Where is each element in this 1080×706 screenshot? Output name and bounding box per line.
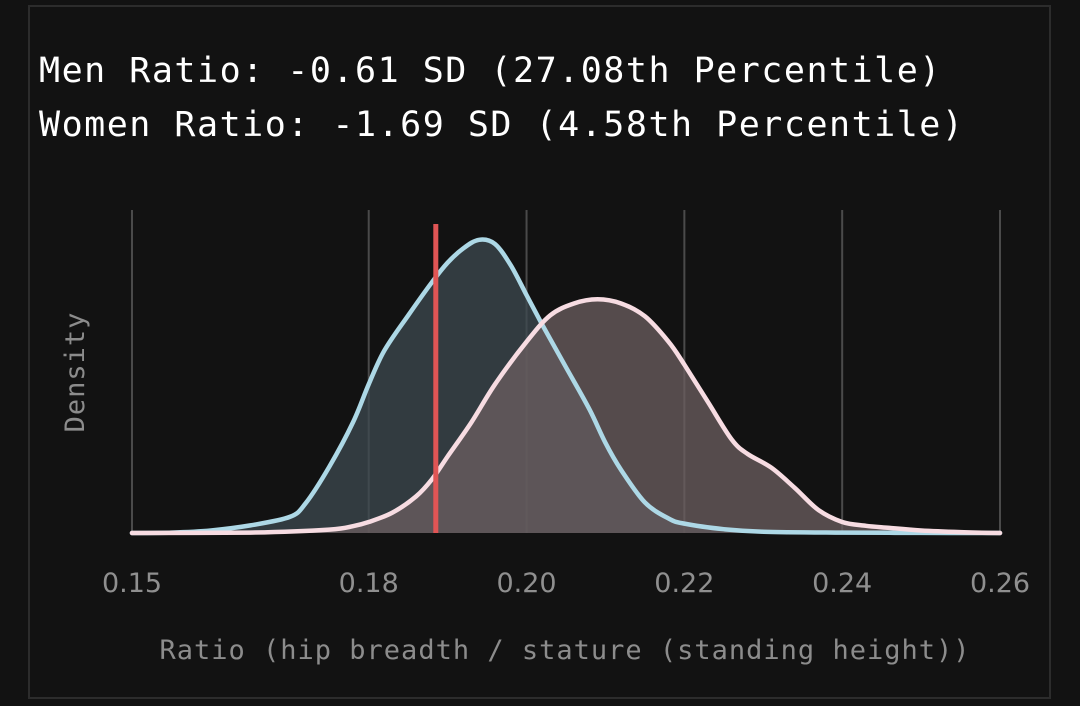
chart-title-men-ratio: Men Ratio: -0.61 SD (27.08th Percentile) bbox=[39, 51, 942, 91]
series-0-line bbox=[129, 237, 1003, 536]
x-tick-label-3: 0.22 bbox=[654, 568, 714, 599]
x-tick-labels: 0.15 0.18 0.20 0.22 0.24 0.26 bbox=[102, 568, 1030, 599]
x-tick-label-1: 0.18 bbox=[339, 568, 399, 599]
x-tick-label-2: 0.20 bbox=[496, 568, 556, 599]
x-tick-label-0: 0.15 bbox=[102, 568, 162, 599]
chart-title-women-ratio: Women Ratio: -1.69 SD (4.58th Percentile… bbox=[39, 105, 965, 145]
x-axis-label: Ratio (hip breadth / stature (standing h… bbox=[159, 635, 970, 666]
x-tick-label-4: 0.24 bbox=[812, 568, 872, 599]
y-axis-label: Density bbox=[60, 312, 91, 433]
density-series bbox=[129, 237, 1003, 536]
series-1-line bbox=[129, 297, 1003, 536]
chart-frame bbox=[28, 5, 1051, 699]
series-1-area bbox=[132, 299, 1000, 533]
x-tick-label-5: 0.26 bbox=[970, 568, 1030, 599]
